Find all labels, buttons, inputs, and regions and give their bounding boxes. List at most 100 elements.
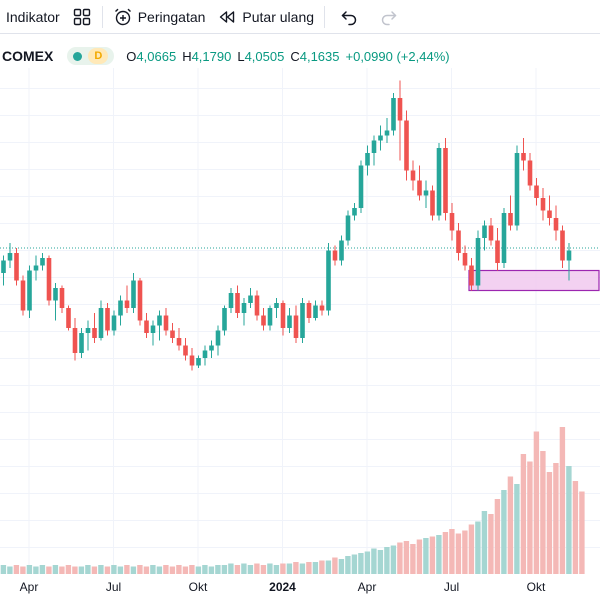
volume-bar xyxy=(163,565,169,574)
candle-body xyxy=(59,288,65,308)
redo-button[interactable] xyxy=(373,0,405,34)
candle-body xyxy=(157,315,162,326)
volume-bar xyxy=(234,565,241,574)
volume-bar xyxy=(442,532,449,574)
volume-bar xyxy=(52,565,59,574)
candle-body xyxy=(417,180,422,196)
volume-bar xyxy=(436,535,442,574)
candle-body xyxy=(527,160,533,186)
layouts-button[interactable] xyxy=(66,0,98,34)
candle-body xyxy=(495,240,500,263)
price-chart[interactable] xyxy=(0,68,600,574)
toolbar-divider xyxy=(101,5,103,28)
volume-bar xyxy=(501,490,507,574)
candle-body xyxy=(111,315,117,331)
candle-body xyxy=(566,250,572,261)
candle-body xyxy=(66,308,71,328)
close-value: 4,1635 xyxy=(299,48,340,64)
volume-bar xyxy=(377,550,384,574)
candle-body xyxy=(358,165,364,208)
volume-bar xyxy=(410,544,416,574)
volume-bar xyxy=(566,466,572,574)
alert-label: Peringatan xyxy=(137,8,206,25)
time-axis-label: 2024 xyxy=(269,580,296,594)
volume-bar xyxy=(319,560,325,574)
candle-body xyxy=(410,170,416,181)
candle-body xyxy=(150,325,156,333)
candle-body xyxy=(235,293,240,313)
volume-bar xyxy=(273,565,280,574)
candle-body xyxy=(124,300,130,308)
volume-bar xyxy=(293,562,299,574)
volume-bar xyxy=(156,566,163,574)
candle-body xyxy=(79,333,84,353)
candle-body xyxy=(553,218,559,231)
volume-bar xyxy=(208,566,215,574)
candle-body xyxy=(53,288,58,301)
volume-bar xyxy=(20,566,26,574)
market-status-badge[interactable]: D xyxy=(67,47,115,65)
volume-bar xyxy=(215,565,221,574)
candle-body xyxy=(137,280,143,321)
candle-body xyxy=(170,330,175,338)
candle-body xyxy=(196,358,201,366)
volume-bar xyxy=(403,541,410,574)
volume-bar xyxy=(111,565,117,574)
time-axis-label: Okt xyxy=(526,580,546,594)
volume-bar xyxy=(150,565,156,574)
candle-body xyxy=(547,210,552,218)
candle-body xyxy=(287,315,292,328)
candle-body xyxy=(105,308,110,331)
price-change: +0,0990 (+2,44%) xyxy=(345,48,450,64)
volume-bar xyxy=(390,545,397,574)
toolbar-divider xyxy=(324,5,326,28)
layouts-grid-icon xyxy=(72,7,92,27)
volume-bar xyxy=(130,566,137,574)
volume-bar xyxy=(514,484,520,574)
candle-body xyxy=(222,308,227,331)
indicators-label: Indikator xyxy=(6,8,60,25)
replay-label: Putar ulang xyxy=(242,8,315,25)
candle-body xyxy=(176,338,182,346)
volume-bar xyxy=(325,560,332,574)
volume-bar xyxy=(351,554,358,574)
candle-body xyxy=(501,213,507,263)
replay-button[interactable]: Putar ulang xyxy=(211,0,320,34)
candle-body xyxy=(72,328,78,353)
candle-body xyxy=(254,295,260,316)
undo-icon xyxy=(339,7,359,27)
volume-bar xyxy=(358,553,364,574)
volume-bar xyxy=(546,472,553,574)
candle-body xyxy=(300,303,305,338)
candle-body xyxy=(514,153,520,226)
volume-bar xyxy=(397,542,403,574)
volume-bar xyxy=(221,565,228,574)
time-axis-label: Jul xyxy=(105,580,122,594)
indicators-button[interactable]: Indikator xyxy=(0,0,66,34)
volume-bar xyxy=(189,565,195,574)
candle-body xyxy=(352,208,357,216)
candle-body xyxy=(189,355,195,366)
volume-bar xyxy=(338,559,345,574)
close-key: C xyxy=(290,48,300,64)
volume-bar xyxy=(13,565,20,574)
undo-button[interactable] xyxy=(333,0,365,34)
time-axis[interactable]: Apr Jul Okt 2024 Apr Jul Okt xyxy=(0,574,600,600)
candle-body xyxy=(85,328,91,333)
symbol-name[interactable]: COMEX xyxy=(2,48,54,64)
volume-bar xyxy=(202,565,208,574)
volume-bar xyxy=(104,566,111,574)
candle-body xyxy=(384,130,390,136)
high-key: H xyxy=(182,48,192,64)
candle-body xyxy=(131,280,136,308)
volume-bar xyxy=(494,499,501,574)
volume-bar xyxy=(182,566,189,574)
low-value: 4,0505 xyxy=(244,48,285,64)
time-axis-label: Jul xyxy=(443,580,460,594)
candle-body xyxy=(488,225,494,241)
volume-bar xyxy=(176,565,182,574)
volume-bar xyxy=(117,566,124,574)
candle-body xyxy=(326,250,331,311)
alert-button[interactable]: Peringatan xyxy=(107,0,212,34)
candle-body xyxy=(183,345,188,356)
